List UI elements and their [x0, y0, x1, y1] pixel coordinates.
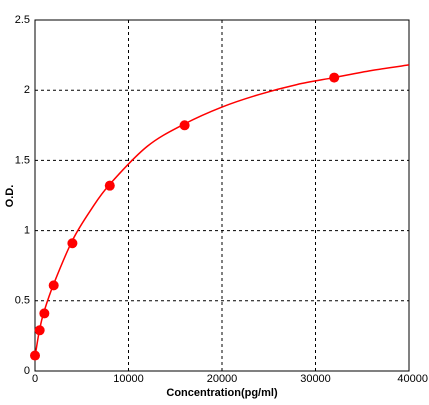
- y-tick-label: 1.5: [15, 154, 30, 166]
- x-tick-label: 0: [32, 373, 38, 385]
- data-point: [329, 72, 340, 83]
- plot-border: [34, 19, 410, 372]
- x-tick-label: 30000: [300, 373, 331, 385]
- data-point: [179, 120, 190, 131]
- data-point: [30, 350, 40, 361]
- y-tick-label: 0.5: [15, 295, 30, 307]
- x-tick-label: 10000: [113, 373, 144, 385]
- y-tick-label: 2.5: [15, 14, 30, 26]
- data-point: [39, 308, 50, 319]
- y-tick-label: 2: [24, 84, 30, 96]
- fit-curve: [34, 64, 410, 358]
- data-point: [67, 238, 78, 249]
- data-point: [104, 180, 115, 191]
- y-tick-label: 1: [24, 225, 30, 237]
- y-tick-label: 0: [24, 365, 30, 377]
- x-tick-label: 40000: [397, 373, 428, 385]
- y-axis-label: O.D.: [4, 185, 16, 208]
- x-axis-label: Concentration(pg/ml): [166, 387, 278, 399]
- data-point: [34, 325, 45, 336]
- data-point: [48, 280, 59, 291]
- x-tick-label: 20000: [207, 373, 238, 385]
